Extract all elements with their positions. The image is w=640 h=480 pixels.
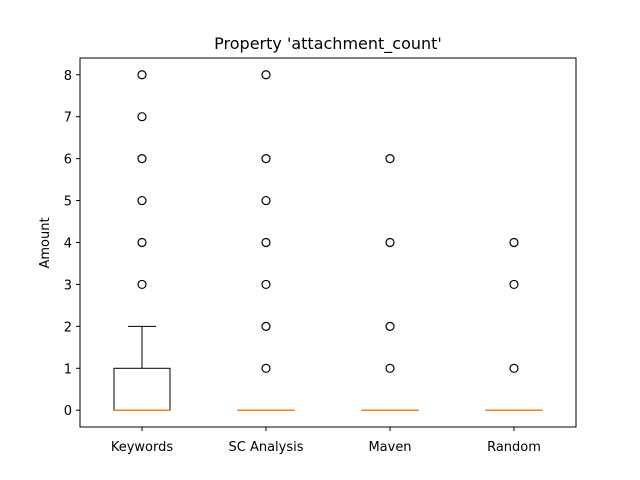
- axes: 0 1 2 3 4 5 6 7 8 Keywords SC Analysis Maven Random: [64, 69, 541, 455]
- outlier-point: [137, 279, 147, 290]
- outlier-point: [261, 279, 271, 290]
- outlier-point: [261, 363, 271, 373]
- box-group: [485, 237, 543, 411]
- x-tick-label: Maven: [368, 440, 411, 455]
- outlier-point: [137, 195, 147, 206]
- y-tick-label: 5: [64, 195, 72, 210]
- box-group: [237, 70, 295, 411]
- outlier-point: [261, 154, 271, 164]
- chart-title: Property 'attachment_count': [214, 34, 442, 54]
- y-tick-label: 0: [64, 404, 72, 419]
- outlier-point: [261, 237, 271, 248]
- y-tick-label: 4: [64, 237, 72, 252]
- y-tick-label: 3: [64, 278, 72, 293]
- y-tick-label: 2: [64, 320, 72, 335]
- y-tick-label: 8: [64, 69, 72, 84]
- x-tick-label: Random: [487, 440, 541, 455]
- plot-frame: [79, 57, 577, 428]
- outlier-point: [385, 237, 395, 248]
- outlier-point: [137, 70, 147, 80]
- y-tick-label: 1: [64, 362, 72, 377]
- plot-area: [113, 70, 543, 411]
- outlier-point: [385, 321, 395, 331]
- outlier-point: [509, 279, 519, 290]
- outlier-point: [385, 154, 395, 164]
- outlier-point: [261, 70, 271, 80]
- x-tick-label: SC Analysis: [228, 440, 303, 455]
- x-tick-label: Keywords: [111, 440, 174, 455]
- y-tick-label: 7: [64, 111, 72, 126]
- box-group: [113, 70, 171, 411]
- outlier-point: [385, 363, 395, 373]
- box-iqr: [113, 367, 171, 411]
- outlier-point: [261, 321, 271, 331]
- outlier-point: [261, 195, 271, 206]
- outlier-point: [137, 112, 147, 122]
- y-tick-label: 6: [64, 153, 72, 168]
- outlier-point: [137, 237, 147, 248]
- box-group: [361, 154, 419, 411]
- outlier-point: [509, 363, 519, 373]
- outlier-point: [137, 154, 147, 164]
- outlier-point: [509, 237, 519, 248]
- y-axis-label: Amount: [38, 217, 53, 268]
